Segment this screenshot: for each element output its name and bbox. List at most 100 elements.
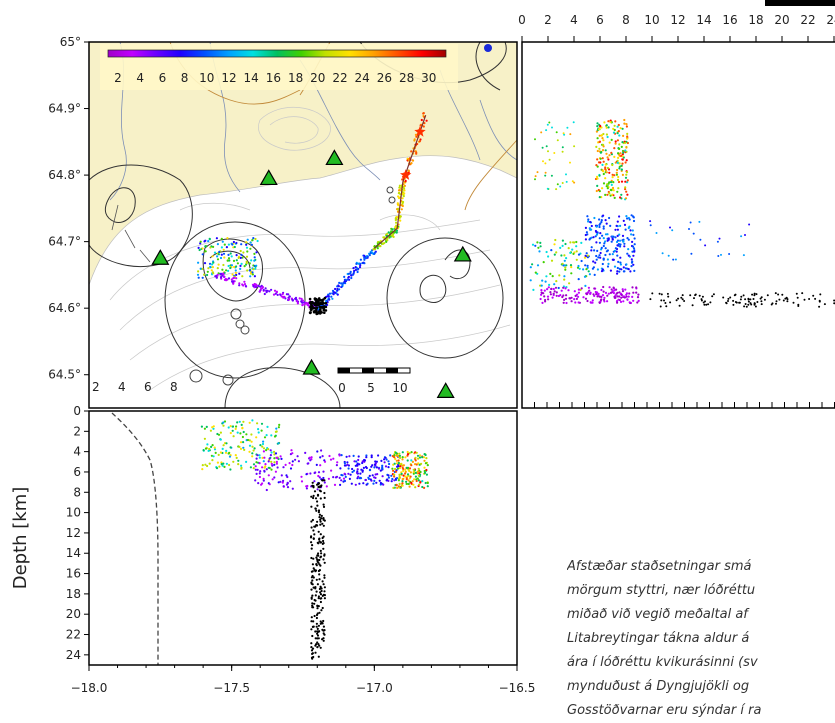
depth-hypocenter bbox=[310, 456, 313, 459]
hypocenter-black bbox=[742, 294, 745, 297]
hypocenter bbox=[628, 225, 631, 228]
depth-hypocenter-black bbox=[313, 598, 316, 602]
hypocenter bbox=[616, 190, 619, 193]
depth-hypocenter-black bbox=[323, 629, 326, 632]
hypocenter bbox=[600, 134, 603, 137]
depth-hypocenter bbox=[320, 449, 323, 452]
depth-hypocenter-black bbox=[322, 583, 325, 586]
depth-hypocenter bbox=[391, 467, 394, 470]
depth-hypocenter bbox=[396, 486, 399, 489]
depth-hypocenter bbox=[275, 427, 278, 430]
hypocenter bbox=[628, 301, 631, 304]
epicenter bbox=[226, 259, 229, 262]
epicenter bbox=[336, 289, 339, 292]
depth-hypocenter-black bbox=[317, 597, 320, 600]
map-y-tick-label: 64.5° bbox=[48, 368, 81, 382]
depth-hypocenter bbox=[388, 462, 391, 466]
depth-hypocenter bbox=[391, 477, 394, 481]
epicenter bbox=[332, 293, 335, 296]
depth-hypocenter-black bbox=[312, 567, 315, 570]
epicenter bbox=[376, 247, 379, 250]
hypocenter bbox=[569, 241, 572, 244]
hypocenter bbox=[601, 137, 604, 140]
epicenter bbox=[244, 285, 247, 288]
epicenter bbox=[231, 273, 234, 276]
depth-hypocenter bbox=[393, 479, 396, 482]
depth-hypocenter bbox=[315, 463, 318, 466]
depth-hypocenter-black bbox=[315, 622, 318, 625]
epicenter bbox=[223, 275, 226, 278]
hypocenter-black bbox=[691, 304, 694, 307]
hypocenter-black bbox=[704, 300, 706, 303]
caption-line: ára í lóðréttu kvikurásinni (sv bbox=[567, 655, 758, 670]
scale-bar-label: 10 bbox=[392, 381, 407, 395]
epicenter bbox=[212, 272, 215, 275]
hypocenter bbox=[613, 147, 616, 150]
hypocenter-black bbox=[778, 298, 781, 301]
epicenter bbox=[243, 283, 247, 286]
side-section-x-label: 24 bbox=[826, 13, 835, 27]
depth-hypocenter bbox=[401, 456, 404, 459]
depth-x-tick-label: −16.5 bbox=[499, 681, 536, 695]
depth-hypocenter bbox=[274, 452, 278, 455]
hypocenter bbox=[613, 128, 616, 132]
hypocenter bbox=[577, 278, 580, 281]
epicenter bbox=[250, 243, 253, 246]
epicenter bbox=[221, 268, 224, 271]
epicenter-black bbox=[313, 306, 317, 310]
depth-scale-label: 8 bbox=[170, 380, 178, 394]
depth-hypocenter bbox=[286, 486, 290, 489]
depth-hypocenter bbox=[254, 465, 257, 468]
depth-hypocenter-black bbox=[320, 609, 323, 612]
epicenter bbox=[216, 273, 219, 276]
hypocenter bbox=[564, 268, 567, 271]
depth-hypocenter-black bbox=[318, 611, 321, 614]
depth-hypocenter bbox=[201, 468, 204, 471]
hypocenter bbox=[655, 232, 658, 234]
depth-hypocenter-black bbox=[316, 583, 319, 586]
depth-hypocenter bbox=[343, 462, 346, 465]
hypocenter bbox=[602, 214, 605, 217]
depth-hypocenter bbox=[268, 457, 271, 460]
epicenter-black bbox=[313, 303, 317, 307]
hypocenter bbox=[602, 139, 605, 142]
depth-hypocenter-black bbox=[322, 547, 325, 550]
hypocenter bbox=[590, 228, 593, 231]
depth-y-tick-label: 10 bbox=[66, 506, 81, 520]
depth-hypocenter bbox=[423, 471, 427, 474]
epicenter bbox=[233, 245, 236, 249]
hypocenter bbox=[601, 234, 604, 237]
depth-hypocenter-black bbox=[314, 587, 317, 590]
depth-hypocenter bbox=[204, 447, 208, 450]
depth-hypocenter bbox=[274, 470, 277, 473]
depth-hypocenter bbox=[223, 420, 227, 423]
epicenter bbox=[423, 122, 426, 125]
hypocenter bbox=[584, 226, 588, 229]
hypocenter bbox=[580, 287, 583, 290]
hypocenter bbox=[620, 296, 623, 299]
hypocenter bbox=[538, 250, 541, 253]
figure-caption: Afstæðar staðsetningar smá mörgum styttr… bbox=[567, 555, 835, 723]
side-section-x-label: 12 bbox=[670, 13, 685, 27]
epicenter bbox=[358, 266, 362, 269]
epicenter bbox=[234, 271, 237, 274]
depth-hypocenter-black bbox=[318, 573, 321, 576]
epicenter bbox=[245, 255, 249, 258]
hypocenter-black bbox=[744, 298, 747, 301]
depth-hypocenter-black bbox=[311, 563, 314, 566]
hypocenter bbox=[609, 121, 612, 124]
hypocenter-black bbox=[752, 298, 755, 300]
depth-hypocenter bbox=[291, 452, 294, 455]
hypocenter bbox=[612, 291, 616, 295]
epicenter bbox=[243, 280, 246, 283]
epicenter bbox=[356, 270, 359, 274]
hypocenter-black bbox=[693, 297, 695, 300]
hypocenter bbox=[564, 297, 568, 300]
hypocenter-black bbox=[795, 292, 798, 295]
hypocenter bbox=[553, 290, 556, 293]
hypocenter bbox=[546, 187, 549, 190]
depth-hypocenter bbox=[397, 461, 400, 465]
depth-hypocenter-black bbox=[323, 561, 326, 564]
depth-hypocenter bbox=[265, 449, 268, 452]
